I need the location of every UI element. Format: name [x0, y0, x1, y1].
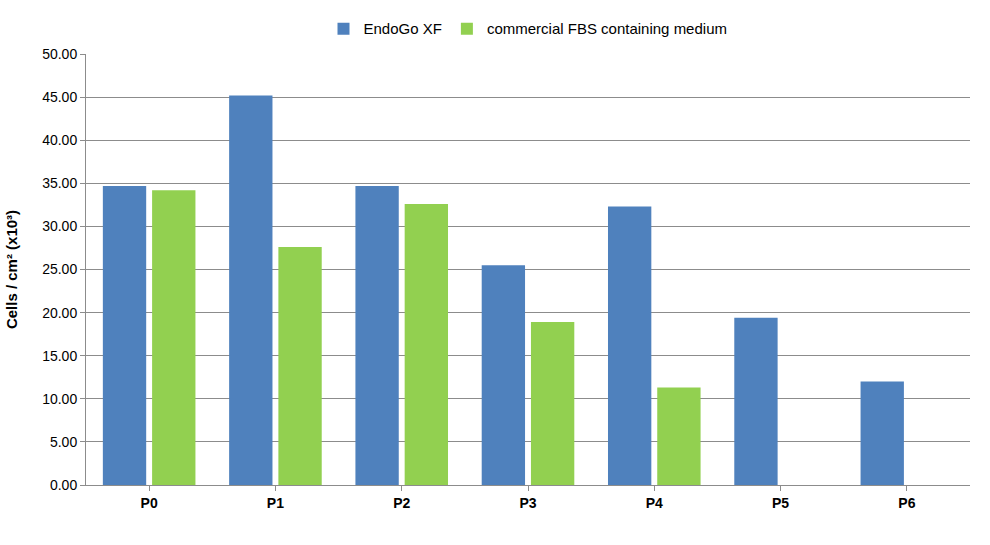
svg-text:Cells / cm² (x10³): Cells / cm² (x10³)	[3, 210, 20, 329]
svg-text:P1: P1	[267, 495, 284, 511]
svg-text:EndoGo XF: EndoGo XF	[364, 20, 442, 37]
svg-text:25.00: 25.00	[42, 261, 77, 277]
svg-text:P5: P5	[772, 495, 789, 511]
svg-text:5.00: 5.00	[50, 434, 77, 450]
svg-text:P0: P0	[141, 495, 158, 511]
svg-text:P2: P2	[393, 495, 410, 511]
svg-text:30.00: 30.00	[42, 218, 77, 234]
svg-text:P4: P4	[646, 495, 663, 511]
svg-text:commercial FBS containing medi: commercial FBS containing medium	[487, 20, 727, 37]
svg-text:35.00: 35.00	[42, 175, 77, 191]
svg-text:P6: P6	[898, 495, 915, 511]
svg-text:15.00: 15.00	[42, 348, 77, 364]
svg-text:45.00: 45.00	[42, 89, 77, 105]
svg-text:P3: P3	[519, 495, 536, 511]
svg-text:50.00: 50.00	[42, 46, 77, 62]
svg-text:20.00: 20.00	[42, 305, 77, 321]
svg-text:10.00: 10.00	[42, 391, 77, 407]
svg-text:0.00: 0.00	[50, 477, 77, 493]
svg-text:40.00: 40.00	[42, 132, 77, 148]
